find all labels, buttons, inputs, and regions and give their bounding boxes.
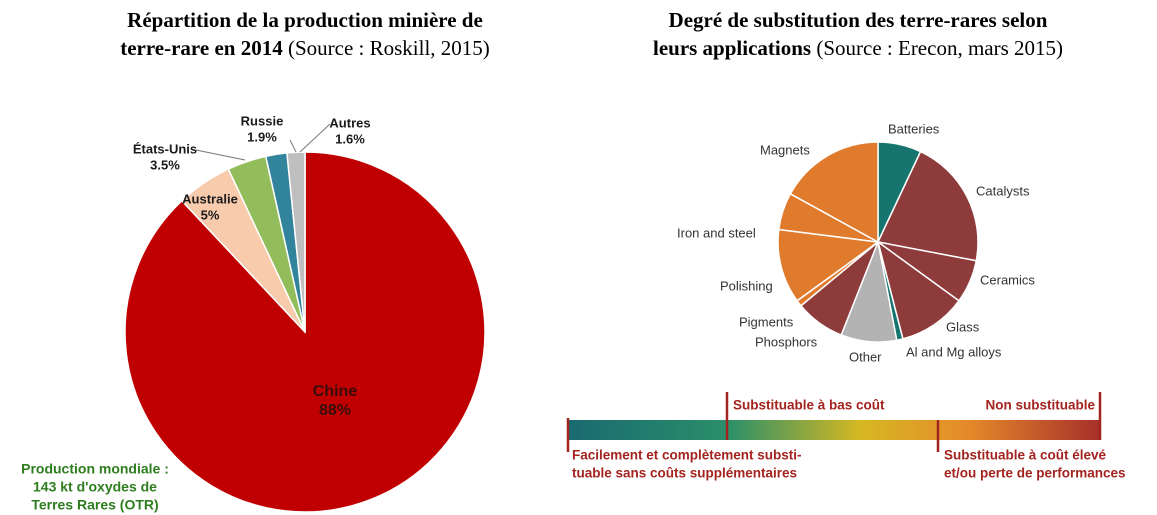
slice-label: Batteries: [888, 121, 940, 136]
chart-title: terre-rare en 2014 (Source : Roskill, 20…: [120, 36, 490, 60]
slice-label: Polishing: [720, 278, 773, 293]
scale-label: Facilement et complètement substi-: [572, 448, 802, 463]
chart-title: Degré de substitution des terre-rares se…: [669, 8, 1048, 32]
pie-slice: [777, 228, 880, 302]
slice-label: Al and Mg alloys: [906, 344, 1002, 359]
title-part: terre-rare en 2014: [120, 36, 283, 60]
scale-label: Substituable à bas coût: [733, 398, 885, 413]
pie-slice: [789, 141, 879, 244]
slice-value: 3.5%: [150, 157, 180, 172]
slice-label: Russie: [241, 113, 284, 128]
slice-label: Autres: [329, 115, 370, 130]
slice-label: Iron and steel: [677, 225, 756, 240]
slice-label: Ceramics: [980, 272, 1035, 287]
pie-slice: [286, 151, 306, 333]
scale-label: tuable sans coûts supplémentaires: [572, 466, 797, 481]
annotation: Terres Rares (OTR): [31, 497, 158, 513]
slice-value: 88%: [319, 402, 351, 419]
scale-bar: [568, 420, 1100, 440]
slice-label: Chine: [313, 383, 358, 400]
source: (Source : Roskill, 2015): [288, 36, 490, 60]
slice-value: 5%: [201, 207, 220, 222]
slice-label: Australie: [182, 191, 238, 206]
title-part: leurs applications: [653, 36, 811, 60]
leader-line: [299, 123, 331, 153]
pie-slice: [876, 240, 960, 340]
slice-value: 1.6%: [335, 131, 365, 146]
slice-label: Catalysts: [976, 183, 1030, 198]
slice-value: 1.9%: [247, 129, 277, 144]
source: (Source : Erecon, mars 2015): [816, 36, 1063, 60]
leader-line: [289, 139, 297, 153]
scale-label: Non substituable: [985, 398, 1095, 413]
scale-label: Substituable à coût élevé: [944, 448, 1107, 463]
scale-label: et/ou perte de performances: [944, 466, 1126, 481]
slice-label: Magnets: [760, 142, 810, 157]
chart-title: leurs applications (Source : Erecon, mar…: [653, 36, 1063, 60]
slice-label: Pigments: [739, 314, 794, 329]
pie-slice: [876, 150, 979, 262]
scale-ticks: [566, 392, 1102, 452]
slice-label: Phosphors: [755, 334, 818, 349]
annotation: Production mondiale :: [21, 461, 169, 477]
slice-label: États-Unis: [133, 141, 197, 156]
leader-line: [195, 149, 246, 161]
slice-label: Other: [849, 349, 882, 364]
chart-title: Répartition de la production minière de: [127, 8, 483, 32]
slice-label: Glass: [946, 319, 980, 334]
annotation: 143 kt d'oxydes de: [33, 479, 157, 495]
